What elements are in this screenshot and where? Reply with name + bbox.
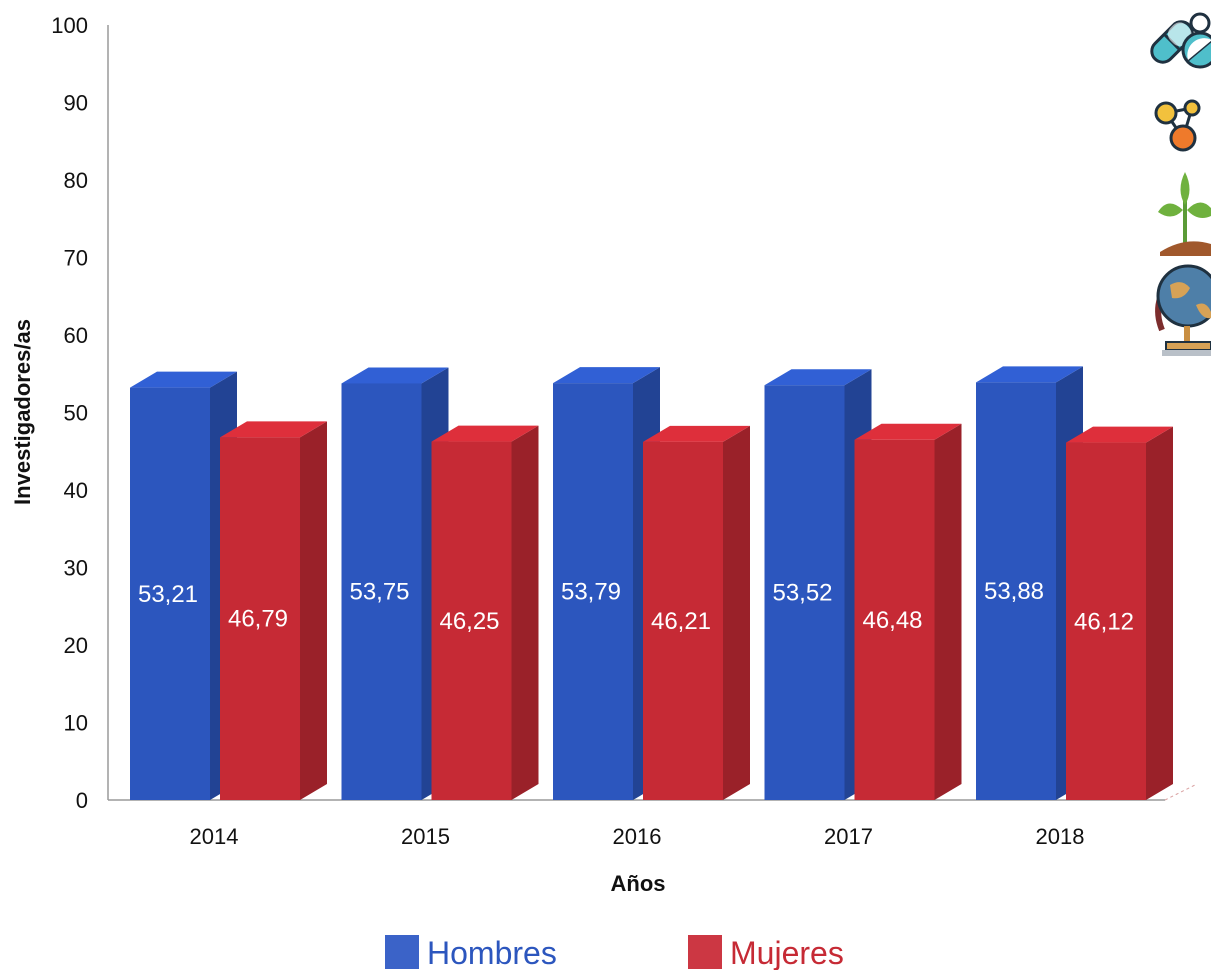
legend-swatch-hombres [385, 935, 419, 969]
bar-side-mujeres [1146, 426, 1173, 800]
bar-mujeres [431, 441, 512, 800]
bar-top-mujeres [431, 425, 539, 442]
bars [130, 366, 1173, 800]
bar-mujeres [220, 437, 300, 800]
data-label-mujeres: 46,12 [1074, 608, 1134, 635]
y-tick-label: 100 [51, 13, 88, 38]
data-label-mujeres: 46,79 [228, 606, 288, 633]
bar-mujeres [1066, 442, 1146, 800]
data-label-hombres: 53,75 [349, 579, 409, 606]
y-axis-title: Investigadores/as [10, 319, 35, 505]
legend-item-mujeres: Mujeres [688, 935, 844, 970]
x-tick-label: 2017 [824, 824, 873, 849]
y-tick-label: 40 [64, 478, 88, 503]
sprout-icon [1158, 172, 1211, 256]
legend-label-hombres: Hombres [427, 935, 557, 970]
legend-swatch-mujeres [688, 935, 722, 969]
legend-item-hombres: Hombres [385, 935, 557, 970]
data-label-hombres: 53,79 [561, 579, 621, 606]
bar-hombres [764, 385, 845, 800]
bar-side-mujeres [934, 423, 962, 800]
bar-mujeres [643, 441, 723, 800]
y-tick-label: 10 [64, 711, 88, 736]
data-label-mujeres: 46,21 [651, 608, 711, 635]
decorative-icons [1150, 12, 1211, 356]
legend-label-mujeres: Mujeres [730, 935, 844, 970]
bar-top-hombres [976, 366, 1083, 383]
molecule-icon [1154, 99, 1201, 152]
bar-top-mujeres [854, 423, 962, 440]
data-label-mujeres: 46,25 [439, 608, 499, 635]
y-tick-label: 0 [76, 788, 88, 813]
x-tick-label: 2016 [613, 824, 662, 849]
y-tick-label: 90 [64, 91, 88, 116]
x-tick-label: 2018 [1036, 824, 1085, 849]
bar-top-hombres [764, 369, 872, 386]
y-tick-label: 70 [64, 246, 88, 271]
bar-side-mujeres [723, 425, 750, 800]
pills-icon [1150, 12, 1211, 69]
bar-top-hombres [553, 367, 660, 384]
bar-mujeres [854, 439, 935, 800]
legend: Hombres Mujeres [385, 935, 844, 970]
bar-top-hombres [341, 367, 449, 384]
y-tick-label: 80 [64, 168, 88, 193]
data-label-mujeres: 46,48 [862, 607, 922, 634]
bar-hombres [130, 387, 210, 800]
globe-icon [1155, 264, 1211, 356]
data-labels: 53,21 46,79 53,75 46,25 53,79 46,21 53,52 46,48… [138, 578, 1134, 635]
y-tick-label: 30 [64, 556, 88, 581]
x-tick-label: 2015 [401, 824, 450, 849]
bar-hombres [553, 383, 633, 800]
bar-hombres [341, 383, 422, 800]
bar-hombres [976, 382, 1056, 800]
data-label-hombres: 53,88 [984, 578, 1044, 605]
data-label-hombres: 53,21 [138, 581, 198, 608]
bar-side-mujeres [300, 421, 327, 800]
y-tick-label: 60 [64, 323, 88, 348]
y-tick-label: 50 [64, 401, 88, 426]
floor-edge [1164, 783, 1198, 801]
bar-side-mujeres [511, 425, 539, 800]
bar-top-mujeres [1066, 426, 1173, 443]
x-tick-label: 2014 [190, 824, 239, 849]
bar-top-mujeres [220, 421, 327, 438]
x-axis-title: Años [611, 871, 666, 896]
y-tick-label: 20 [64, 633, 88, 658]
bar-top-mujeres [643, 425, 750, 442]
data-label-hombres: 53,52 [772, 580, 832, 607]
bar-top-hombres [130, 371, 237, 388]
